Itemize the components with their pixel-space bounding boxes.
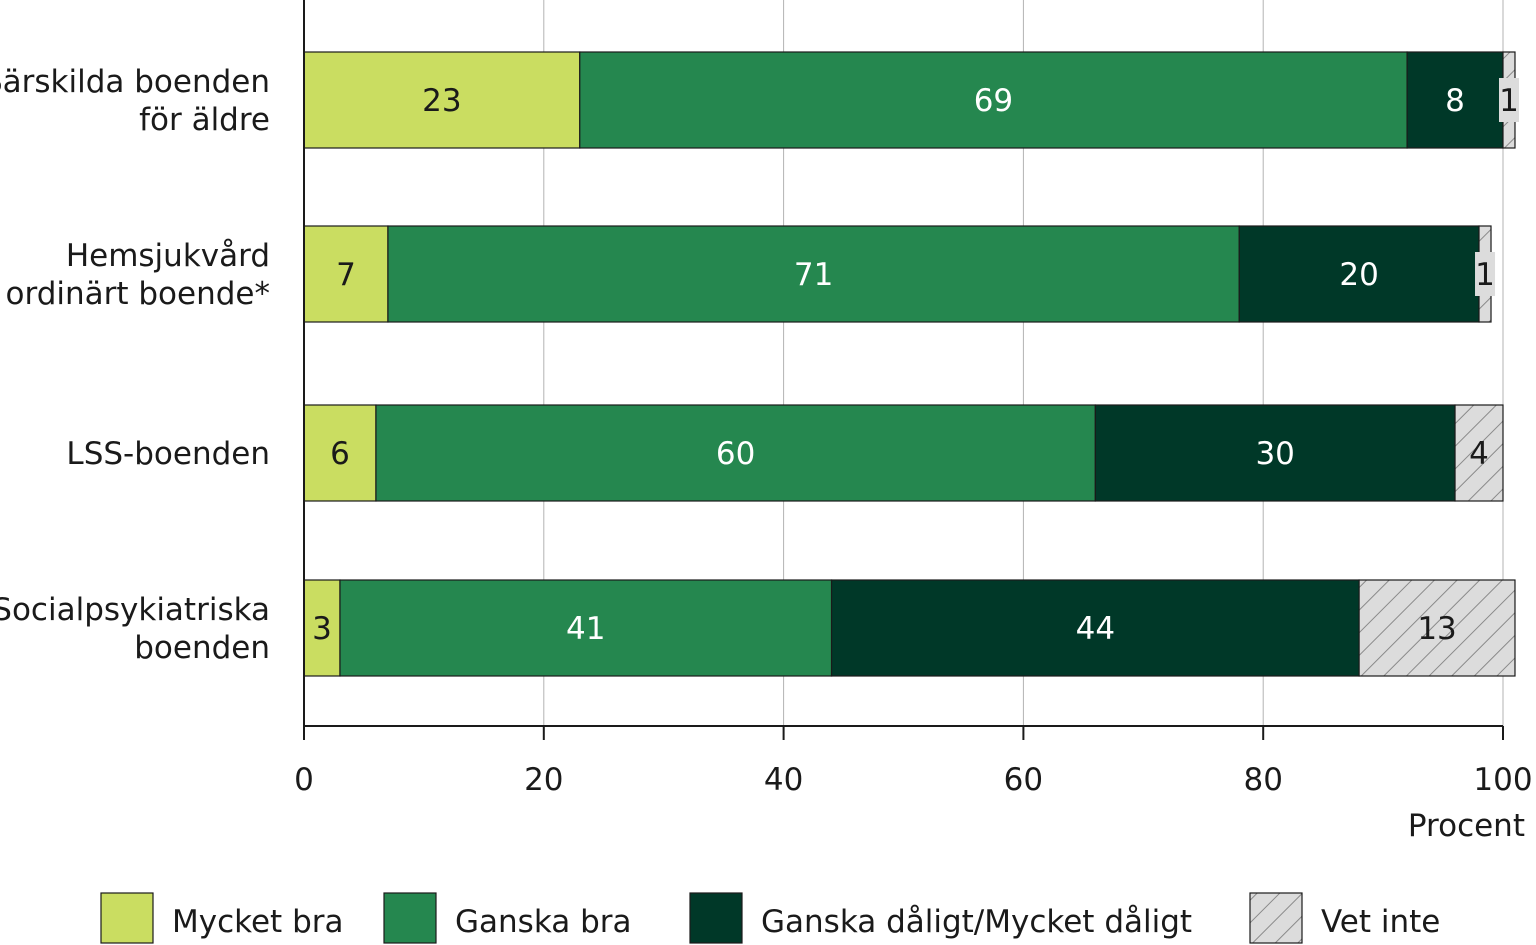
bar-3-1	[339, 579, 833, 677]
bar-label-3-0: 3	[312, 611, 332, 647]
bar-0-2	[1406, 51, 1504, 149]
category-label-line: Särskilda boenden	[0, 64, 270, 100]
x-axis-title: Procent	[1408, 808, 1525, 844]
x-tick-label-0: 0	[294, 762, 314, 798]
legend-swatch-2	[689, 892, 743, 944]
bar-3-2	[830, 579, 1360, 677]
bar-label-0-1: 69	[974, 83, 1013, 119]
x-tick-label-40: 40	[764, 762, 803, 798]
category-label-2: LSS-boenden	[66, 436, 270, 472]
bar-0-0	[303, 51, 581, 149]
x-tick-label-80: 80	[1243, 762, 1282, 798]
legend-swatch-1	[383, 892, 437, 944]
bar-label-bg-0-3	[1498, 78, 1519, 122]
category-label-line: boenden	[134, 630, 270, 666]
bar-1-1	[387, 225, 1240, 323]
bar-label-2-1: 60	[716, 436, 755, 472]
category-label-line: för äldre	[139, 102, 270, 138]
legend-label-2: Ganska dåligt/Mycket dåligt	[761, 904, 1192, 940]
legend-swatch-0	[100, 892, 154, 944]
bar-label-0-3: 1	[1499, 83, 1519, 119]
legend: Mycket bra Ganska bra Ganska dåligt/Mycket…	[100, 892, 1440, 944]
bar-2-1	[375, 404, 1096, 502]
bar-label-2-2: 30	[1255, 436, 1294, 472]
category-labels: Särskilda boenden för äldre Hemsjukvård i o…	[0, 64, 270, 666]
category-label-line: i ordinärt boende*	[0, 276, 270, 312]
x-tick-label-100: 100	[1473, 762, 1532, 798]
x-tick-label-60: 60	[1004, 762, 1043, 798]
category-label-line: Socialpsykiatriska	[0, 592, 270, 628]
bar-label-1-1: 71	[794, 257, 833, 293]
category-label-line: Hemsjukvård	[66, 238, 270, 274]
bar-label-0-0: 23	[422, 83, 461, 119]
category-label-3: Socialpsykiatriska boenden	[0, 592, 270, 666]
x-axis: 0 20 40 60 80 100 Procent	[294, 0, 1533, 844]
bar-label-0-2: 8	[1445, 83, 1465, 119]
bar-label-bg-1-3	[1475, 252, 1496, 296]
category-label-0: Särskilda boenden för äldre	[0, 64, 270, 138]
bar-0-1	[579, 51, 1408, 149]
bar-3-3	[1358, 579, 1516, 677]
x-tick-label-20: 20	[524, 762, 563, 798]
bar-label-2-0: 6	[330, 436, 350, 472]
bar-label-1-3: 1	[1475, 257, 1495, 293]
legend-label-3: Vet inte	[1321, 904, 1440, 940]
bar-label-3-3: 13	[1417, 611, 1456, 647]
legend-swatch-3	[1249, 892, 1303, 944]
bar-label-1-0: 7	[336, 257, 356, 293]
bar-label-3-1: 41	[566, 611, 605, 647]
bar-label-2-3: 4	[1469, 436, 1489, 472]
bar-2-3	[1454, 404, 1504, 502]
category-label-line: LSS-boenden	[66, 436, 270, 472]
bar-2-2	[1094, 404, 1456, 502]
bar-label-1-2: 20	[1339, 257, 1378, 293]
legend-label-1: Ganska bra	[455, 904, 632, 940]
bars: 23 69 8 17 71 20 16 60 30 43 41 44 13	[303, 51, 1519, 677]
bar-label-3-2: 44	[1076, 611, 1115, 647]
bar-1-2	[1238, 225, 1480, 323]
legend-label-0: Mycket bra	[172, 904, 343, 940]
category-label-1: Hemsjukvård i ordinärt boende*	[0, 238, 270, 312]
